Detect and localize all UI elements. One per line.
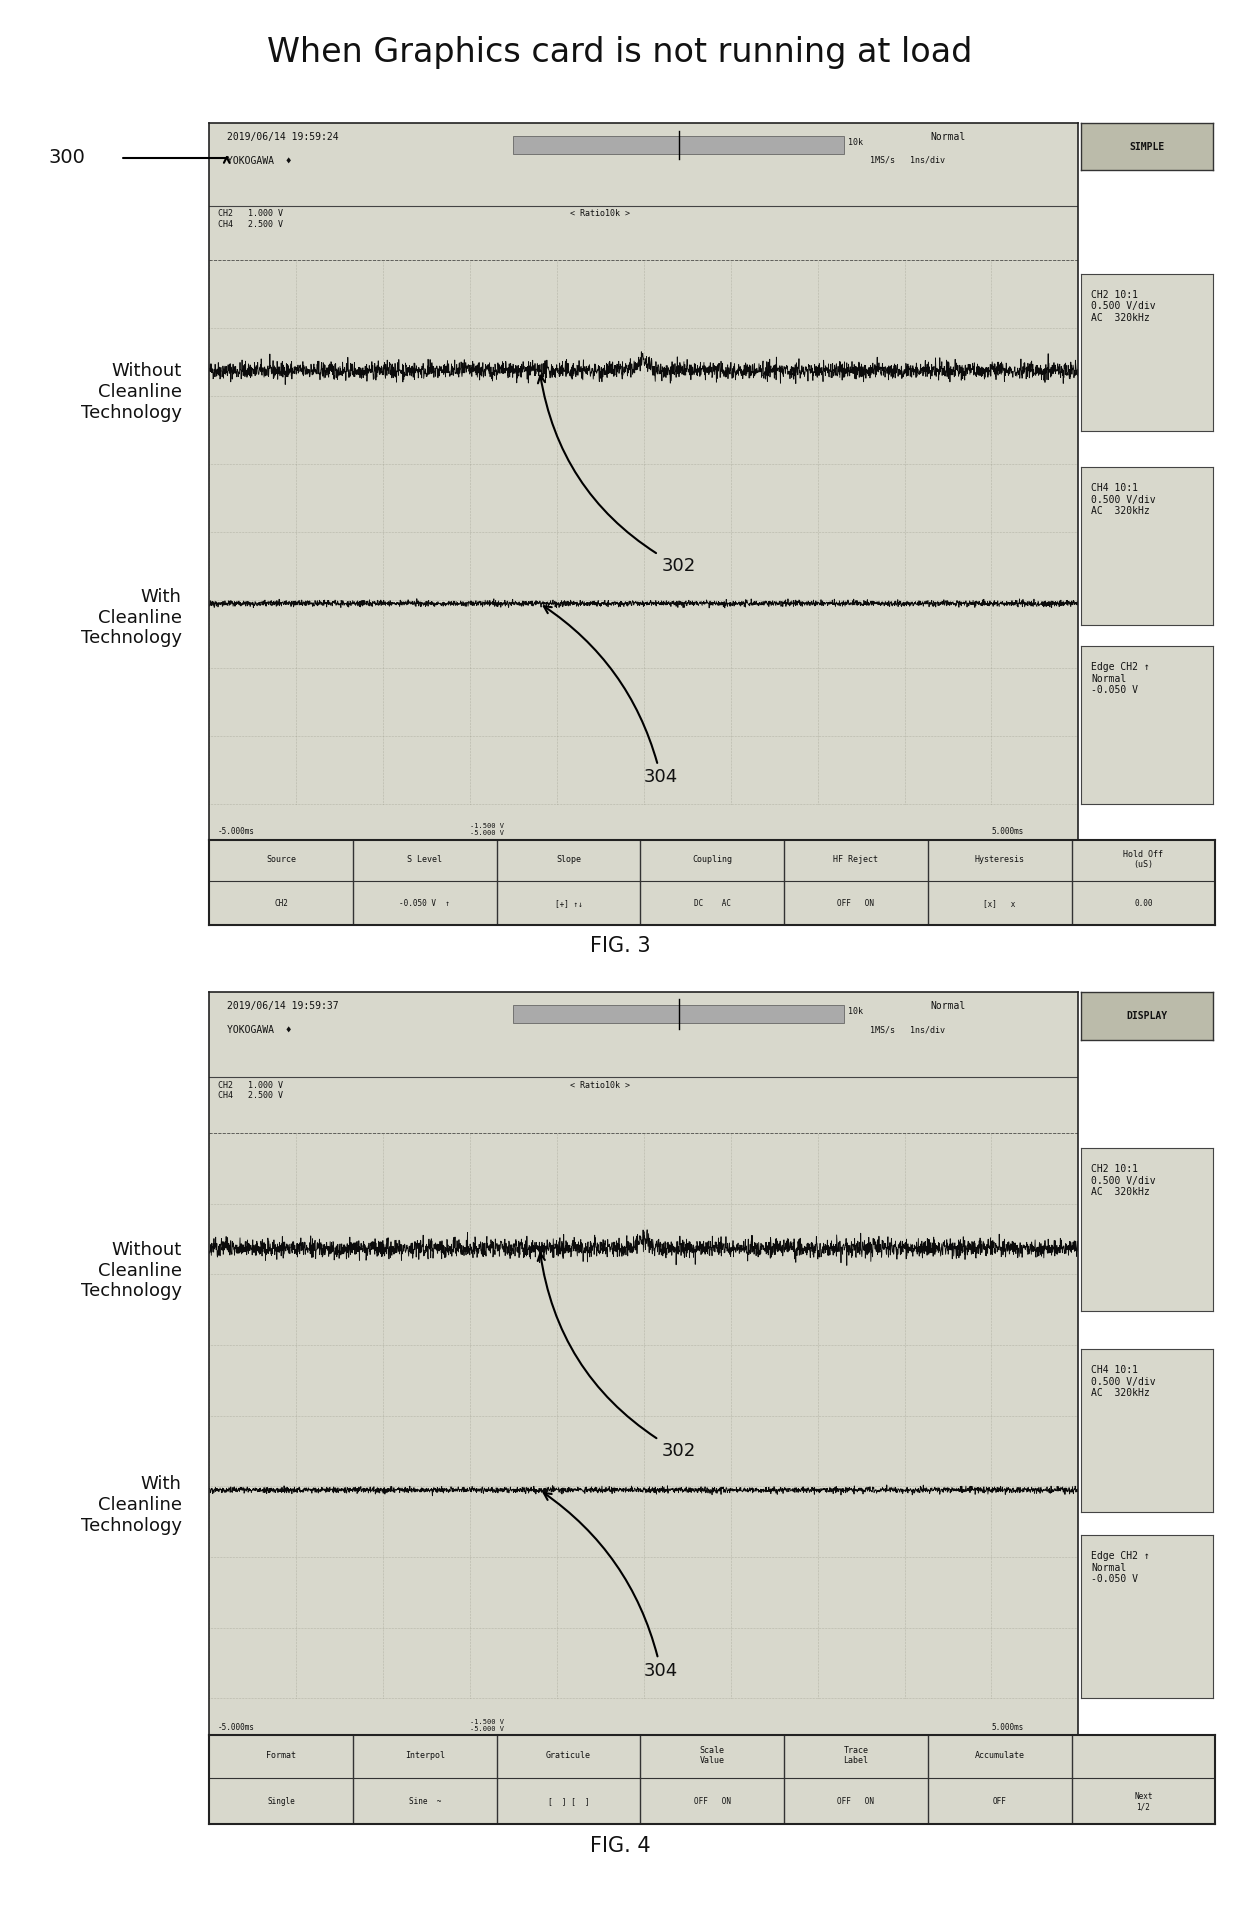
- Text: CH2 10:1
0.500 V/div
AC  320kHz: CH2 10:1 0.500 V/div AC 320kHz: [1091, 1165, 1156, 1198]
- Text: -5.000ms: -5.000ms: [218, 1722, 255, 1732]
- Text: -5.000ms: -5.000ms: [218, 828, 255, 835]
- Text: Trace
Label: Trace Label: [843, 1745, 868, 1765]
- Text: Normal: Normal: [930, 132, 966, 142]
- Bar: [513, 136, 843, 153]
- Text: 2019/06/14 19:59:37: 2019/06/14 19:59:37: [227, 1000, 339, 1010]
- Text: Normal: Normal: [930, 1000, 966, 1010]
- Text: -1.500 V
-5.000 V: -1.500 V -5.000 V: [470, 1719, 503, 1732]
- Text: 302: 302: [538, 1253, 696, 1460]
- Text: 5.000ms: 5.000ms: [992, 1722, 1024, 1732]
- Text: HF Reject: HF Reject: [833, 855, 878, 864]
- Text: [  ] [  ]: [ ] [ ]: [548, 1797, 589, 1807]
- Text: CH2 10:1
0.500 V/div
AC  320kHz: CH2 10:1 0.500 V/div AC 320kHz: [1091, 289, 1156, 322]
- Text: CH4 10:1
0.500 V/div
AC  320kHz: CH4 10:1 0.500 V/div AC 320kHz: [1091, 1364, 1156, 1399]
- Text: SIMPLE: SIMPLE: [1130, 142, 1164, 151]
- Text: OFF   ON: OFF ON: [837, 899, 874, 908]
- Text: 1MS/s   1ns/div: 1MS/s 1ns/div: [869, 1025, 945, 1035]
- Text: 5.000ms: 5.000ms: [992, 828, 1024, 835]
- Text: Without
Cleanline
Technology: Without Cleanline Technology: [81, 1242, 181, 1301]
- Text: Source: Source: [267, 855, 296, 864]
- Text: 10k: 10k: [848, 1006, 863, 1015]
- Text: OFF   ON: OFF ON: [693, 1797, 730, 1807]
- Text: Next
1/2: Next 1/2: [1135, 1791, 1153, 1811]
- Text: Sine  ~: Sine ~: [409, 1797, 441, 1807]
- Text: < Ratio10k >: < Ratio10k >: [570, 209, 630, 218]
- Text: [x]   x: [x] x: [983, 899, 1016, 908]
- Text: FIG. 3: FIG. 3: [590, 937, 650, 956]
- Text: Interpol: Interpol: [404, 1751, 445, 1761]
- Text: Without
Cleanline
Technology: Without Cleanline Technology: [81, 362, 181, 422]
- Text: < Ratio10k >: < Ratio10k >: [570, 1081, 630, 1090]
- Text: 302: 302: [538, 376, 696, 575]
- Text: Edge CH2 ↑
Normal
-0.050 V: Edge CH2 ↑ Normal -0.050 V: [1091, 1550, 1149, 1585]
- Text: CH2: CH2: [274, 899, 288, 908]
- Text: [+] ↑↓: [+] ↑↓: [554, 899, 583, 908]
- Text: OFF   ON: OFF ON: [837, 1797, 874, 1807]
- Text: Hysteresis: Hysteresis: [975, 855, 1024, 864]
- Text: When Graphics card is not running at load: When Graphics card is not running at loa…: [268, 36, 972, 69]
- Text: CH2   1.000 V
CH4   2.500 V: CH2 1.000 V CH4 2.500 V: [218, 209, 283, 228]
- Text: 304: 304: [543, 1493, 678, 1680]
- Text: Accumulate: Accumulate: [975, 1751, 1024, 1761]
- Text: YOKOGAWA  ♦: YOKOGAWA ♦: [227, 155, 291, 165]
- Text: -0.050 V  ↑: -0.050 V ↑: [399, 899, 450, 908]
- Text: Graticule: Graticule: [546, 1751, 591, 1761]
- Text: 0.00: 0.00: [1135, 899, 1153, 908]
- Text: FIG. 4: FIG. 4: [590, 1836, 650, 1857]
- Text: 2019/06/14 19:59:24: 2019/06/14 19:59:24: [227, 132, 339, 142]
- Text: OFF: OFF: [993, 1797, 1007, 1807]
- Text: Format: Format: [267, 1751, 296, 1761]
- Text: Coupling: Coupling: [692, 855, 733, 864]
- Text: Slope: Slope: [556, 855, 582, 864]
- Text: 10k: 10k: [848, 138, 863, 148]
- Text: 1MS/s   1ns/div: 1MS/s 1ns/div: [869, 155, 945, 165]
- Text: YOKOGAWA  ♦: YOKOGAWA ♦: [227, 1025, 291, 1035]
- Text: Edge CH2 ↑
Normal
-0.050 V: Edge CH2 ↑ Normal -0.050 V: [1091, 663, 1149, 696]
- Text: Single: Single: [268, 1797, 295, 1807]
- Text: DC    AC: DC AC: [693, 899, 730, 908]
- Text: Scale
Value: Scale Value: [699, 1745, 724, 1765]
- Text: With
Cleanline
Technology: With Cleanline Technology: [81, 1475, 181, 1535]
- Text: DISPLAY: DISPLAY: [1126, 1012, 1167, 1021]
- Text: With
Cleanline
Technology: With Cleanline Technology: [81, 588, 181, 648]
- Bar: [513, 1004, 843, 1023]
- Text: CH2   1.000 V
CH4   2.500 V: CH2 1.000 V CH4 2.500 V: [218, 1081, 283, 1100]
- Text: CH4 10:1
0.500 V/div
AC  320kHz: CH4 10:1 0.500 V/div AC 320kHz: [1091, 483, 1156, 515]
- Text: 304: 304: [544, 605, 678, 786]
- Text: S Level: S Level: [408, 855, 443, 864]
- Text: -1.500 V
-5.000 V: -1.500 V -5.000 V: [470, 824, 503, 835]
- Text: 300: 300: [48, 148, 86, 167]
- Text: Hold Off
(uS): Hold Off (uS): [1123, 849, 1163, 870]
